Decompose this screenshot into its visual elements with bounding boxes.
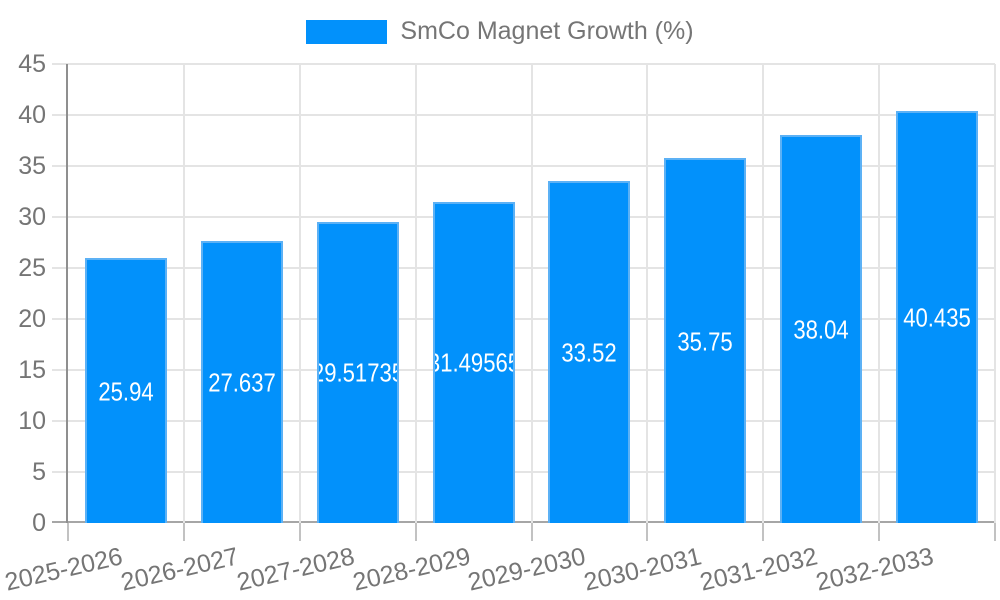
y-tick-label: 20 — [18, 305, 46, 333]
gridline-horizontal — [52, 165, 995, 167]
bar-value-label: 27.637 — [208, 367, 276, 398]
y-tick-label: 5 — [32, 458, 46, 486]
gridline-vertical — [646, 64, 649, 523]
bar[interactable]: 35.75 — [664, 158, 747, 523]
gridline-horizontal — [52, 369, 995, 371]
bar-value-label: 25.94 — [98, 376, 154, 407]
y-tick-label: 25 — [18, 254, 46, 282]
x-tick-mark — [646, 523, 649, 541]
bar-value-label: 38.04 — [793, 314, 849, 345]
bar[interactable]: 25.94 — [84, 258, 167, 523]
y-tick-label: 30 — [18, 203, 46, 231]
y-tick-label: 40 — [18, 101, 46, 129]
x-axis-line — [52, 521, 995, 523]
x-tick-mark — [994, 523, 996, 541]
gridline-horizontal — [52, 114, 995, 116]
bar[interactable]: 38.04 — [780, 134, 863, 523]
legend-swatch — [306, 19, 388, 44]
y-tick-label: 45 — [18, 50, 46, 78]
gridline-horizontal — [52, 318, 995, 320]
bar-value-label: 31.49565 — [435, 347, 513, 378]
x-tick-mark — [298, 523, 301, 541]
gridline-vertical — [414, 64, 417, 523]
gridline-horizontal — [52, 420, 995, 422]
legend-label: SmCo Magnet Growth (%) — [400, 17, 694, 45]
gridline-horizontal — [52, 216, 995, 218]
y-tick-label: 0 — [32, 509, 46, 537]
bar[interactable]: 29.51735 — [316, 221, 399, 523]
bar-value-label: 35.75 — [677, 326, 733, 357]
y-tick-label: 35 — [18, 152, 46, 180]
gridline-vertical — [530, 64, 533, 523]
gridline-vertical — [762, 64, 765, 523]
gridline-horizontal — [52, 471, 995, 473]
x-tick-mark — [182, 523, 185, 541]
bar[interactable]: 27.637 — [200, 241, 283, 523]
bar[interactable]: 31.49565 — [432, 201, 515, 523]
legend[interactable]: SmCo Magnet Growth (%) — [0, 17, 1000, 46]
x-tick-mark — [67, 523, 69, 541]
bar[interactable]: 33.52 — [548, 181, 631, 523]
gridline-vertical — [298, 64, 301, 523]
x-tick-mark — [530, 523, 533, 541]
bar-value-label: 29.51735 — [319, 357, 397, 388]
x-tick-mark — [878, 523, 881, 541]
gridline-vertical — [878, 64, 881, 523]
x-tick-mark — [414, 523, 417, 541]
bar-value-label: 40.435 — [903, 302, 971, 333]
bar[interactable]: 40.435 — [896, 110, 979, 523]
y-tick-label: 10 — [18, 407, 46, 435]
gridline-horizontal — [52, 63, 995, 65]
x-tick-mark — [762, 523, 765, 541]
y-tick-label: 15 — [18, 356, 46, 384]
y-axis-line — [66, 64, 68, 523]
gridline-vertical — [994, 64, 996, 523]
gridline-vertical — [182, 64, 185, 523]
bar-value-label: 33.52 — [561, 337, 618, 368]
gridline-horizontal — [52, 267, 995, 269]
